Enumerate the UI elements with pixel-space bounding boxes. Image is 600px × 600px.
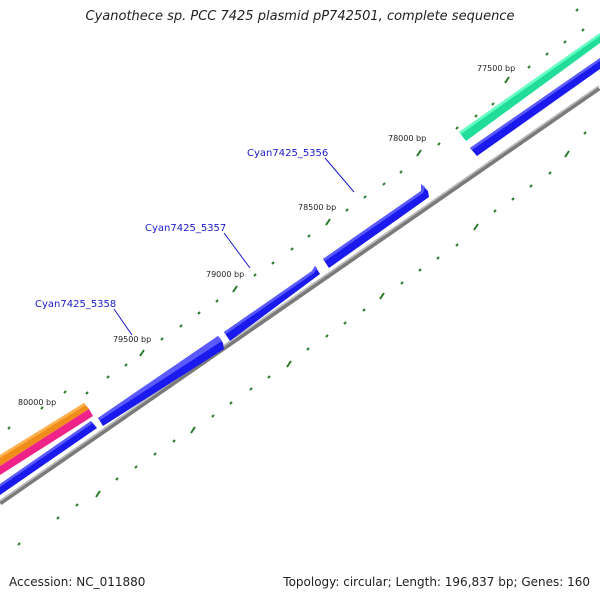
gene-label[interactable]: Cyan7425_5357 (145, 223, 226, 234)
cds-arrow-right[interactable] (470, 58, 600, 156)
gene-label[interactable]: Cyan7425_5356 (247, 148, 328, 159)
cds-arrow-5357[interactable] (224, 266, 320, 341)
inner-tick-marks (17, 131, 587, 546)
tick-label: 79500 bp (113, 335, 151, 344)
feature-pink[interactable] (0, 409, 93, 475)
tick-label: 77500 bp (477, 64, 515, 73)
tick-label: 80000 bp (18, 398, 56, 407)
tick-label: 78000 bp (388, 134, 426, 143)
gene-label[interactable]: Cyan7425_5358 (35, 299, 116, 310)
outer-tick-marks (7, 8, 585, 430)
cds-arrow-left[interactable] (0, 421, 97, 495)
sequence-backbone (0, 85, 600, 506)
accession-text: Accession: NC_011880 (9, 575, 146, 589)
feature-green[interactable] (459, 33, 600, 141)
tick-label: 78500 bp (298, 203, 336, 212)
map-title: Cyanothece sp. PCC 7425 plasmid pP742501… (85, 9, 515, 24)
feature-orange[interactable] (0, 403, 89, 466)
sequence-stats-text: Topology: circular; Length: 196,837 bp; … (283, 575, 590, 589)
tick-label: 79000 bp (206, 270, 244, 279)
cds-arrow-5356[interactable] (323, 184, 429, 268)
gene-label-leaders (113, 157, 355, 336)
cds-arrow-5358[interactable] (98, 336, 224, 426)
